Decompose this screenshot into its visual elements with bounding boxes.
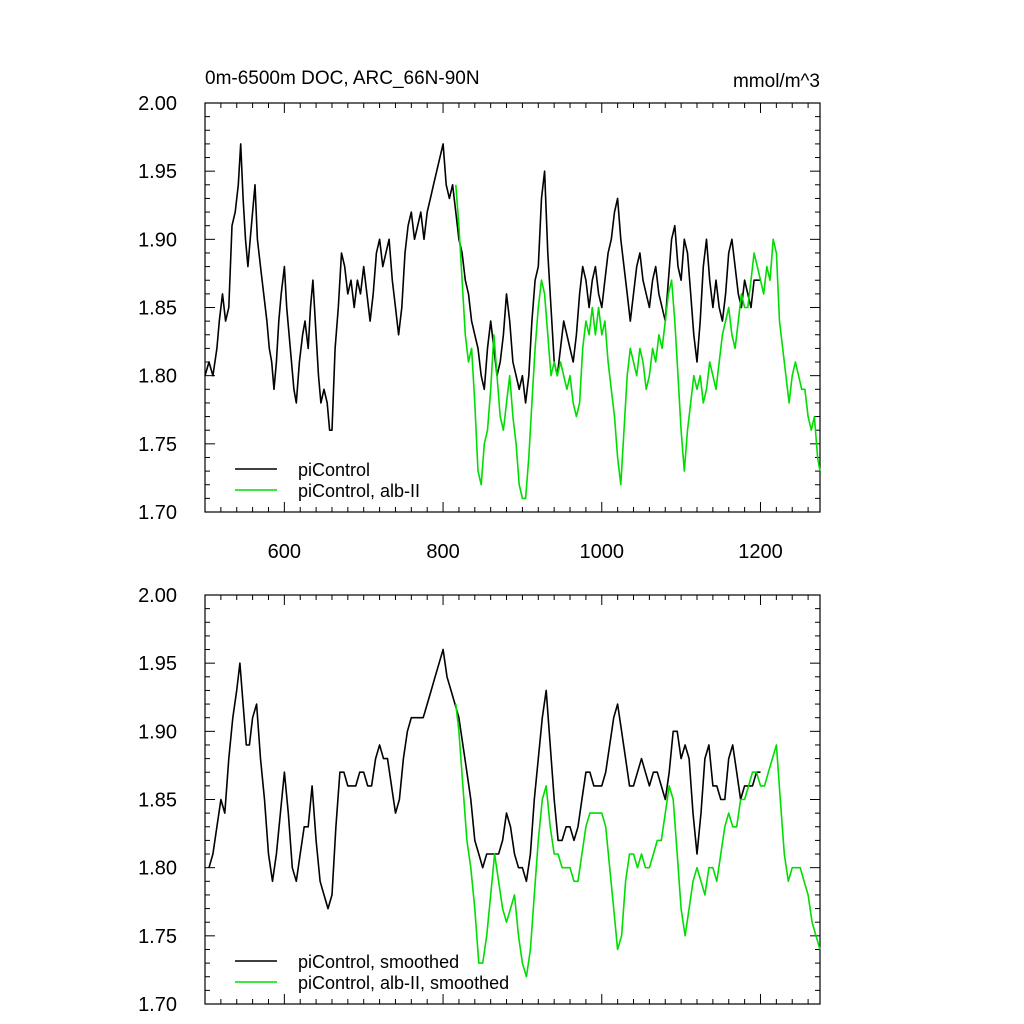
- units-label: mmol/m^3: [733, 71, 820, 92]
- series-line-picontrol-alb-ii: [455, 184, 821, 500]
- y-tick-label: 1.95: [138, 653, 177, 675]
- legend: piControl piControl, alb-II: [235, 460, 420, 501]
- series-line-picontrol: [204, 143, 761, 431]
- y-tick-label: 2.00: [138, 585, 177, 607]
- chart-title: 0m-6500m DOC, ARC_66N-90N: [205, 68, 480, 89]
- x-tick-label: 1000: [580, 541, 625, 563]
- x-tick-label: 1200: [738, 541, 783, 563]
- plot-frame: [204, 102, 821, 513]
- y-tick-label: 1.70: [138, 994, 177, 1016]
- legend-label-alb-ii: piControl, alb-II: [298, 481, 420, 501]
- y-tick-label: 1.90: [138, 721, 177, 743]
- y-tick-label: 1.90: [138, 229, 177, 251]
- series-line-picontrol-smoothed: [208, 648, 761, 910]
- axis-ticks: [205, 102, 820, 513]
- tick-labels: 1.70 1.75 1.80 1.85 1.90 1.95 2.00 600 800 1000 12…: [138, 93, 783, 563]
- y-tick-label: 1.95: [138, 161, 177, 183]
- plot-frame: [204, 594, 821, 1005]
- legend: piControl, smoothed piControl, alb-II, s…: [235, 952, 509, 993]
- y-tick-label: 1.70: [138, 502, 177, 524]
- x-tick-label: 800: [426, 541, 459, 563]
- x-tick-label: 600: [268, 541, 301, 563]
- panel-raw: 0m-6500m DOC, ARC_66N-90N mmol/m^3 1.701…: [138, 68, 821, 563]
- y-tick-label: 1.75: [138, 926, 177, 948]
- panel-smoothed: 1.70 1.75 1.80 1.85 1.90 1.95 2.00 piControl, …: [138, 585, 821, 1016]
- legend-label-alb-ii-smoothed: piControl, alb-II, smoothed: [298, 973, 509, 993]
- series-lines: [208, 648, 821, 978]
- y-tick-label: 1.80: [138, 366, 177, 388]
- y-tick-label: 1.80: [138, 858, 177, 880]
- axis-ticks: [205, 594, 820, 1005]
- legend-label-picontrol-smoothed: piControl, smoothed: [298, 952, 459, 972]
- y-tick-label: 2.00: [138, 93, 177, 115]
- series-line-picontrol-alb-ii-smoothed: [455, 704, 821, 978]
- series-lines: [204, 143, 821, 500]
- y-tick-label: 1.75: [138, 434, 177, 456]
- y-tick-label: 1.85: [138, 298, 177, 320]
- y-tick-label: 1.85: [138, 790, 177, 812]
- legend-label-picontrol: piControl: [298, 460, 370, 480]
- tick-labels: 1.70 1.75 1.80 1.85 1.90 1.95 2.00: [138, 585, 177, 1016]
